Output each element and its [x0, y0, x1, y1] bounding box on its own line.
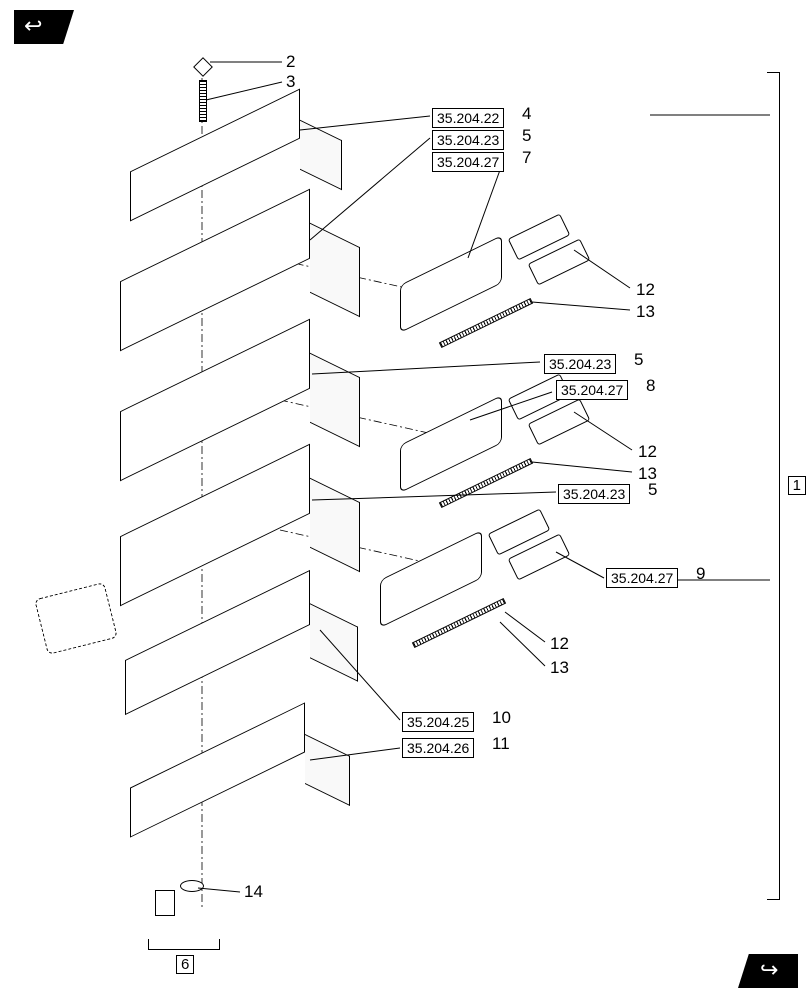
leader-lines	[0, 0, 812, 1000]
screw-3	[412, 598, 506, 648]
next-arrow-icon: ↪	[760, 957, 778, 983]
label-10: 10	[492, 708, 511, 728]
valve-section-1-side	[310, 223, 360, 317]
inlet-cover-side	[300, 120, 342, 190]
label-14: 14	[244, 882, 263, 902]
bracket-item-6	[148, 939, 220, 950]
label-12c: 12	[550, 634, 569, 654]
next-page-icon[interactable]: ↪	[738, 954, 798, 988]
mid-section-side	[310, 603, 358, 681]
ref-35-204-23-b: 35.204.23	[544, 354, 616, 374]
label-13a: 13	[636, 302, 655, 322]
label-5b: 5	[634, 350, 643, 370]
nut-icon	[193, 57, 213, 77]
label-plate	[34, 582, 118, 655]
label-6-boxed: 6	[176, 955, 194, 974]
ref-35-204-22: 35.204.22	[432, 108, 504, 128]
ref-35-204-23-a: 35.204.23	[432, 130, 504, 150]
ref-35-204-26: 35.204.26	[402, 738, 474, 758]
label-1-boxed: 1	[788, 476, 806, 495]
end-cap-side	[305, 734, 350, 806]
prev-page-icon[interactable]: ↩	[14, 10, 74, 44]
label-9: 9	[696, 564, 705, 584]
label-5c: 5	[648, 480, 657, 500]
ref-35-204-25: 35.204.25	[402, 712, 474, 732]
label-8: 8	[646, 376, 655, 396]
coupler-body-3	[380, 530, 482, 628]
label-2: 2	[286, 52, 295, 72]
inlet-cover	[130, 89, 300, 222]
plug-icon	[155, 890, 175, 916]
ref-35-204-27-c: 35.204.27	[606, 568, 678, 588]
valve-section-2-side	[310, 353, 360, 447]
label-13c: 13	[550, 658, 569, 678]
ref-35-204-27-b: 35.204.27	[556, 380, 628, 400]
bracket-item-1	[767, 72, 780, 900]
valve-section-3	[120, 444, 310, 607]
label-11: 11	[492, 734, 510, 754]
label-5a: 5	[522, 126, 531, 146]
label-7: 7	[522, 148, 531, 168]
guide-lines	[0, 0, 812, 1000]
end-cap	[130, 702, 305, 837]
ref-35-204-27-a: 35.204.27	[432, 152, 504, 172]
label-3: 3	[286, 72, 295, 92]
valve-section-3-side	[310, 478, 360, 572]
label-4: 4	[522, 104, 531, 124]
label-12b: 12	[638, 442, 657, 462]
washer-icon	[180, 880, 204, 892]
label-12a: 12	[636, 280, 655, 300]
ref-35-204-23-c: 35.204.23	[558, 484, 630, 504]
mid-section	[125, 570, 310, 715]
valve-section-1	[120, 189, 310, 352]
prev-arrow-icon: ↩	[24, 13, 42, 39]
stud-icon	[199, 80, 207, 122]
